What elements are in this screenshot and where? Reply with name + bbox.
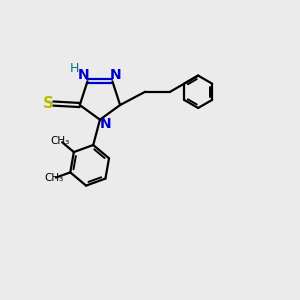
Text: S: S xyxy=(44,96,54,111)
Text: CH₃: CH₃ xyxy=(51,136,70,146)
Text: CH₃: CH₃ xyxy=(44,173,63,183)
Text: H: H xyxy=(70,62,79,75)
Text: N: N xyxy=(110,68,122,82)
Text: N: N xyxy=(99,117,111,131)
Text: N: N xyxy=(78,68,90,82)
